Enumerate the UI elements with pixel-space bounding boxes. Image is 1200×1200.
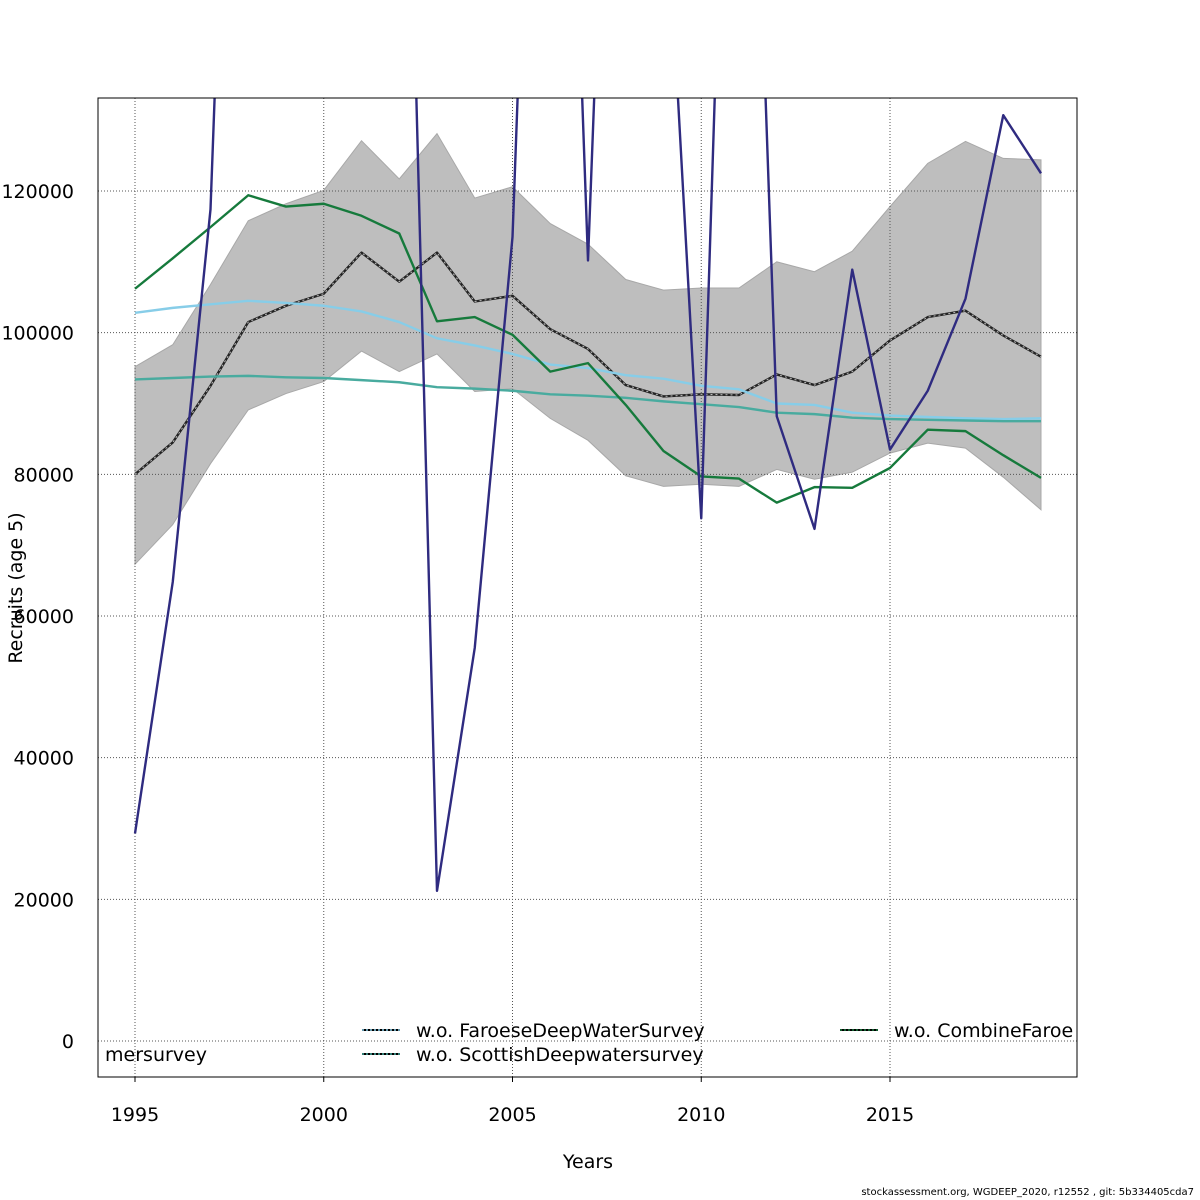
series-line-dots-0 — [134, 251, 1042, 475]
series-line-3 — [134, 194, 1042, 504]
x-tick-label: 2010 — [677, 1104, 725, 1126]
series-line-2 — [134, 374, 1041, 423]
grid-layer — [98, 98, 1077, 1077]
y-tick-label: 0 — [62, 1031, 74, 1053]
x-tick-label: 2015 — [866, 1104, 914, 1126]
footer-credit: stockassessment.org, WGDEEP_2020, r12552… — [861, 1187, 1194, 1198]
y-axis: 0 20000 40000 60000 80000 100000 120000 — [1, 181, 74, 1053]
series-layer — [133, 98, 1043, 893]
legend-label: w.o. FaroeseDeepWaterSurvey — [416, 1020, 705, 1042]
y-tick-label: 40000 — [14, 748, 74, 770]
plot-frame — [97, 97, 1078, 1078]
y-tick-label: 60000 — [14, 606, 74, 628]
y-tick-label: 20000 — [14, 889, 74, 911]
y-tick-label: 80000 — [14, 464, 74, 486]
legend-label: w.o. CombineFaroe — [894, 1020, 1073, 1042]
x-axis-title: Years — [562, 1151, 613, 1173]
x-tick-label: 2005 — [488, 1104, 536, 1126]
legend-label: mersurvey — [105, 1044, 207, 1066]
series-line-4 — [133, 98, 1043, 893]
x-tick-label: 1995 — [111, 1104, 159, 1126]
y-axis-title: Recruits (age 5) — [5, 512, 27, 663]
series-line-1 — [134, 299, 1042, 421]
x-tick-label: 2000 — [300, 1104, 348, 1126]
y-tick-label: 120000 — [1, 181, 74, 203]
y-tick-label: 100000 — [1, 323, 74, 345]
legend-label: w.o. ScottishDeepwatersurvey — [416, 1044, 704, 1066]
x-axis: 1995 2000 2005 2010 2015 — [111, 1077, 914, 1126]
